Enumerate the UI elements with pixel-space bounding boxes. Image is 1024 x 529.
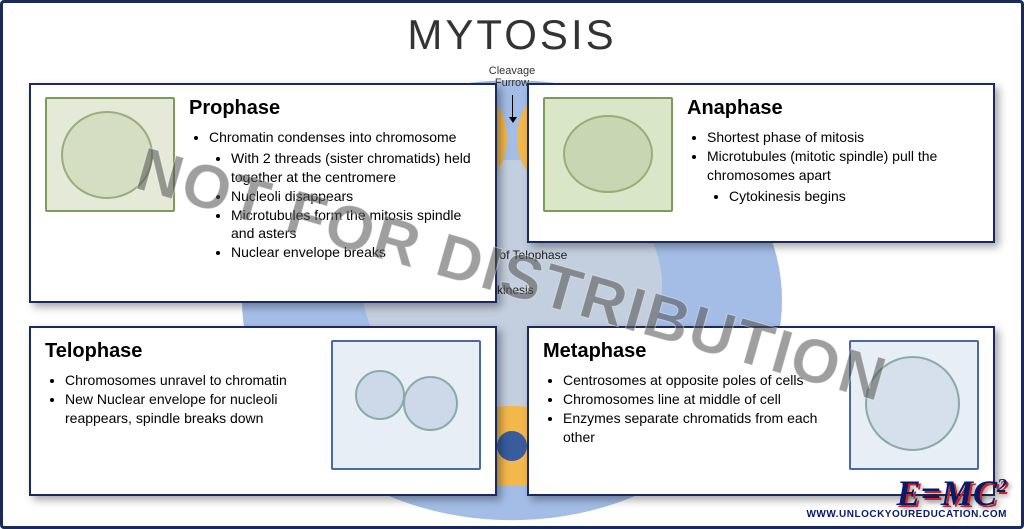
list-item: Chromatin condenses into chromosome [209, 128, 481, 147]
list-item: Centrosomes at opposite poles of cells [563, 371, 835, 390]
list-item: Nucleoli disappears [231, 187, 481, 206]
card-prophase: Prophase Chromatin condenses into chromo… [29, 83, 497, 303]
list-item: Enzymes separate chromatids from each ot… [563, 409, 835, 447]
metaphase-micrograph [849, 340, 979, 470]
metaphase-title: Metaphase [543, 340, 835, 363]
prophase-micrograph [45, 97, 175, 212]
prophase-title: Prophase [189, 97, 481, 120]
telophase-list: Chromosomes unravel to chromatin New Nuc… [45, 371, 317, 428]
card-metaphase: Metaphase Centrosomes at opposite poles … [527, 326, 995, 496]
list-item: Microtubules form the mitosis spindle an… [231, 206, 481, 244]
telophase-title: Telophase [45, 340, 317, 363]
telophase-micrograph [331, 340, 481, 470]
list-item: Chromosomes line at middle of cell [563, 390, 835, 409]
logo-url: WWW.UNLOCKYOUREDUCATION.COM [806, 509, 1007, 520]
brand-logo: E=MC2 WWW.UNLOCKYOUREDUCATION.COM [806, 477, 1007, 520]
list-item: Microtubules (mitotic spindle) pull the … [707, 147, 979, 185]
list-item: Cytokinesis begins [729, 187, 979, 206]
prophase-list: Chromatin condenses into chromosome With… [189, 128, 481, 262]
list-item: Shortest phase of mitosis [707, 128, 979, 147]
list-item: Chromosomes unravel to chromatin [65, 371, 317, 390]
list-item: With 2 threads (sister chromatids) held … [231, 149, 481, 187]
list-item: New Nuclear envelope for nucleoli reappe… [65, 390, 317, 428]
list-item: Nuclear envelope breaks [231, 243, 481, 262]
page-title: MYTOSIS [3, 11, 1021, 59]
metaphase-list: Centrosomes at opposite poles of cells C… [543, 371, 835, 447]
card-telophase: Telophase Chromosomes unravel to chromat… [29, 326, 497, 496]
anaphase-title: Anaphase [687, 97, 979, 120]
anaphase-list: Shortest phase of mitosis Microtubules (… [687, 128, 979, 206]
cleavage-arrow-icon [512, 95, 513, 119]
anaphase-micrograph [543, 97, 673, 212]
logo-formula: E=MC2 [806, 477, 1007, 509]
card-anaphase: Anaphase Shortest phase of mitosis Micro… [527, 83, 995, 243]
